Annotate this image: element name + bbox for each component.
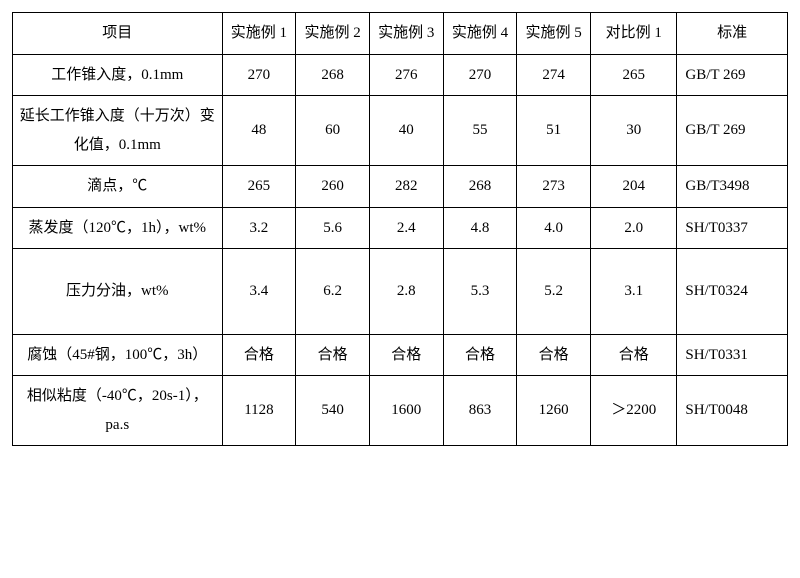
cell: 273: [517, 166, 591, 208]
cell: 270: [222, 54, 296, 96]
cell: 204: [591, 166, 677, 208]
cell-standard: SH/T0048: [677, 376, 788, 446]
cell: 4.8: [443, 207, 517, 249]
table-row: 延长工作锥入度（十万次）变化值，0.1mm 48 60 40 55 51 30 …: [13, 96, 788, 166]
cell-standard: SH/T0337: [677, 207, 788, 249]
col-header-ex3: 实施例 3: [369, 13, 443, 55]
col-header-standard: 标准: [677, 13, 788, 55]
cell: 合格: [443, 334, 517, 376]
row-label: 延长工作锥入度（十万次）变化值，0.1mm: [13, 96, 223, 166]
cell: 5.6: [296, 207, 370, 249]
table-row: 腐蚀（45#钢，100℃，3h） 合格 合格 合格 合格 合格 合格 SH/T0…: [13, 334, 788, 376]
cell: 合格: [517, 334, 591, 376]
col-header-ex1: 实施例 1: [222, 13, 296, 55]
col-header-ex5: 实施例 5: [517, 13, 591, 55]
row-label: 压力分油，wt%: [13, 249, 223, 335]
row-label: 蒸发度（120℃，1h），wt%: [13, 207, 223, 249]
cell: 260: [296, 166, 370, 208]
table-body: 工作锥入度，0.1mm 270 268 276 270 274 265 GB/T…: [13, 54, 788, 446]
cell: 265: [591, 54, 677, 96]
cell: 6.2: [296, 249, 370, 335]
cell: 3.1: [591, 249, 677, 335]
cell: 3.2: [222, 207, 296, 249]
cell: 540: [296, 376, 370, 446]
cell-standard: GB/T3498: [677, 166, 788, 208]
cell: 合格: [591, 334, 677, 376]
cell: 40: [369, 96, 443, 166]
cell: 268: [443, 166, 517, 208]
cell: 1128: [222, 376, 296, 446]
cell: 51: [517, 96, 591, 166]
table-row: 工作锥入度，0.1mm 270 268 276 270 274 265 GB/T…: [13, 54, 788, 96]
data-table: 项目 实施例 1 实施例 2 实施例 3 实施例 4 实施例 5 对比例 1 标…: [12, 12, 788, 446]
cell: 863: [443, 376, 517, 446]
cell-standard: GB/T 269: [677, 96, 788, 166]
cell-standard: SH/T0324: [677, 249, 788, 335]
col-header-project: 项目: [13, 13, 223, 55]
cell: 5.2: [517, 249, 591, 335]
col-header-ex2: 实施例 2: [296, 13, 370, 55]
table-row: 蒸发度（120℃，1h），wt% 3.2 5.6 2.4 4.8 4.0 2.0…: [13, 207, 788, 249]
col-header-comp1: 对比例 1: [591, 13, 677, 55]
cell: 55: [443, 96, 517, 166]
row-label: 工作锥入度，0.1mm: [13, 54, 223, 96]
cell: 合格: [369, 334, 443, 376]
cell: 274: [517, 54, 591, 96]
cell: 282: [369, 166, 443, 208]
cell: 5.3: [443, 249, 517, 335]
cell: 60: [296, 96, 370, 166]
cell: 4.0: [517, 207, 591, 249]
cell: 1600: [369, 376, 443, 446]
table-row: 相似粘度（-40℃，20s-1），pa.s 1128 540 1600 863 …: [13, 376, 788, 446]
cell: 30: [591, 96, 677, 166]
cell: 1260: [517, 376, 591, 446]
cell: 2.0: [591, 207, 677, 249]
cell: 265: [222, 166, 296, 208]
cell: 276: [369, 54, 443, 96]
cell: 2.8: [369, 249, 443, 335]
cell: 合格: [222, 334, 296, 376]
cell-standard: GB/T 269: [677, 54, 788, 96]
cell: 合格: [296, 334, 370, 376]
row-label: 腐蚀（45#钢，100℃，3h）: [13, 334, 223, 376]
cell-standard: SH/T0331: [677, 334, 788, 376]
table-header-row: 项目 实施例 1 实施例 2 实施例 3 实施例 4 实施例 5 对比例 1 标…: [13, 13, 788, 55]
table-row: 滴点，℃ 265 260 282 268 273 204 GB/T3498: [13, 166, 788, 208]
cell: 270: [443, 54, 517, 96]
cell: 3.4: [222, 249, 296, 335]
table-row: 压力分油，wt% 3.4 6.2 2.8 5.3 5.2 3.1 SH/T032…: [13, 249, 788, 335]
cell: 268: [296, 54, 370, 96]
col-header-ex4: 实施例 4: [443, 13, 517, 55]
cell: 2.4: [369, 207, 443, 249]
row-label: 相似粘度（-40℃，20s-1），pa.s: [13, 376, 223, 446]
row-label: 滴点，℃: [13, 166, 223, 208]
cell: ＞2200: [591, 376, 677, 446]
cell: 48: [222, 96, 296, 166]
